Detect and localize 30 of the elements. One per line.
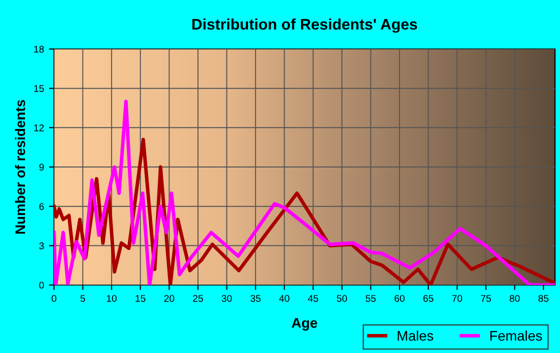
- x-tick-label: 85: [538, 294, 548, 302]
- x-tick-label: 30: [222, 294, 232, 302]
- x-tick-label: 50: [336, 294, 347, 302]
- chart-title: Distribution of Residents' Ages: [192, 18, 418, 33]
- x-tick-label: 75: [480, 295, 491, 302]
- y-axis-title: Number of residents: [14, 100, 26, 234]
- x-tick-label: 0: [52, 294, 56, 302]
- y-tick-label: 9: [39, 164, 44, 171]
- y-tick-label: 6: [39, 203, 44, 210]
- y-tick-label: 12: [34, 124, 44, 132]
- x-tick-label: 15: [136, 295, 146, 302]
- x-tick-label: 40: [279, 294, 290, 302]
- legend-label: Females: [490, 330, 542, 341]
- x-axis-title: Age: [292, 318, 318, 331]
- y-tick-label: 0: [39, 282, 44, 289]
- y-tick-label: 15: [34, 85, 44, 92]
- x-tick-label: 70: [452, 294, 462, 302]
- x-tick-label: 60: [394, 294, 405, 302]
- x-tick-label: 35: [250, 294, 261, 302]
- x-tick-label: 45: [308, 295, 318, 302]
- y-tick-label: 18: [34, 46, 44, 53]
- x-tick-label: 55: [366, 295, 376, 302]
- legend-label: Males: [398, 330, 434, 341]
- y-tick-label: 3: [39, 242, 44, 250]
- x-tick-label: 20: [164, 294, 174, 302]
- x-tick-label: 65: [423, 294, 434, 302]
- x-tick-label: 80: [510, 294, 520, 302]
- x-tick-label: 25: [193, 294, 203, 302]
- x-tick-label: 5: [80, 295, 86, 302]
- x-tick-label: 10: [106, 294, 117, 302]
